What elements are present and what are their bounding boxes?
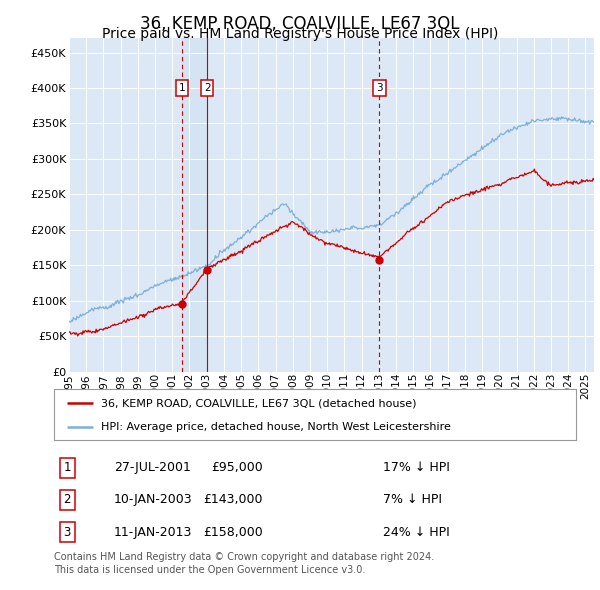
Text: Contains HM Land Registry data © Crown copyright and database right 2024.: Contains HM Land Registry data © Crown c… [54,552,434,562]
Text: Price paid vs. HM Land Registry's House Price Index (HPI): Price paid vs. HM Land Registry's House … [102,27,498,41]
Text: 1: 1 [179,83,185,93]
Text: This data is licensed under the Open Government Licence v3.0.: This data is licensed under the Open Gov… [54,565,365,575]
Text: HPI: Average price, detached house, North West Leicestershire: HPI: Average price, detached house, Nort… [101,422,451,432]
Text: 7% ↓ HPI: 7% ↓ HPI [383,493,442,506]
Text: 2: 2 [64,493,71,506]
Text: 36, KEMP ROAD, COALVILLE, LE67 3QL (detached house): 36, KEMP ROAD, COALVILLE, LE67 3QL (deta… [101,398,416,408]
Text: 36, KEMP ROAD, COALVILLE, LE67 3QL: 36, KEMP ROAD, COALVILLE, LE67 3QL [140,15,460,33]
Text: £158,000: £158,000 [203,526,263,539]
Text: 27-JUL-2001: 27-JUL-2001 [114,461,191,474]
Text: 2: 2 [204,83,211,93]
Text: 24% ↓ HPI: 24% ↓ HPI [383,526,449,539]
Text: 10-JAN-2003: 10-JAN-2003 [114,493,193,506]
Text: £143,000: £143,000 [203,493,263,506]
Text: 11-JAN-2013: 11-JAN-2013 [114,526,193,539]
Text: £95,000: £95,000 [211,461,263,474]
Text: 1: 1 [64,461,71,474]
Text: 3: 3 [64,526,71,539]
Bar [182,38,207,372]
Text: 17% ↓ HPI: 17% ↓ HPI [383,461,450,474]
Text: 3: 3 [376,83,383,93]
